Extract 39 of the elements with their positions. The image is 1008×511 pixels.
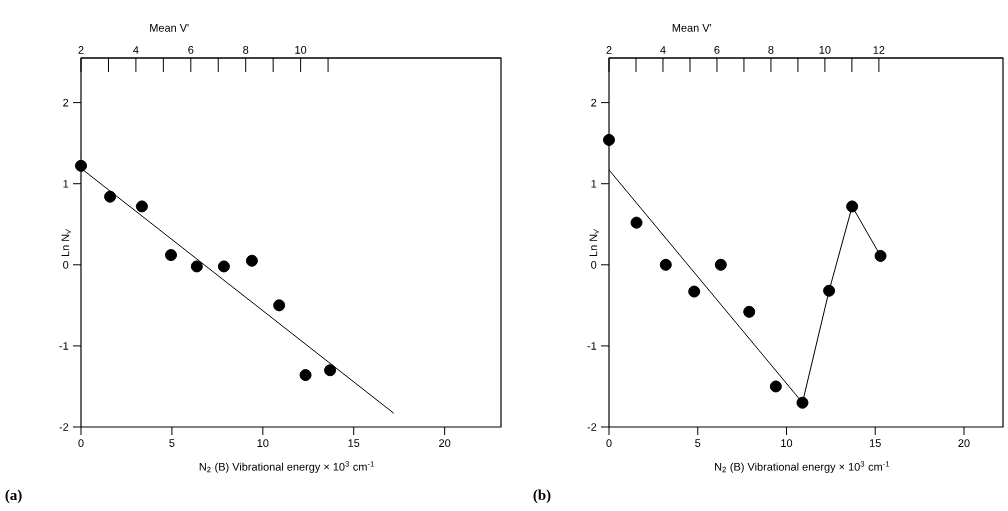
x-axis-title: N$_{2}$ (B) Vibrational energy × 10$^{3}$ cm$^{-1}$	[199, 461, 374, 473]
y-axis-title: Ln N$_{v'}$	[61, 228, 71, 257]
y-axis-title: Ln N$_{v'}$	[589, 228, 599, 257]
y-tick-label: 2	[63, 98, 69, 107]
x-tick-label: 0	[606, 439, 612, 448]
y-tick-label: -2	[59, 423, 69, 431]
text: (b)	[533, 489, 551, 504]
x2-tick-label: 10	[295, 45, 307, 54]
x2-tick-label: 8	[768, 45, 774, 54]
x2-tick-label: 8	[243, 45, 249, 54]
y-tick-label: -1	[587, 342, 597, 350]
x-tick-label: 5	[695, 439, 701, 447]
y-tick-label: 0	[63, 260, 69, 269]
x-axis-title: N$_{2}$ (B) Vibrational energy × 10$^{3}$ cm$^{-1}$	[715, 461, 890, 473]
x2-axis-title: Mean V'	[150, 24, 189, 32]
x2-tick-label: 6	[188, 45, 194, 54]
x2-tick-label: 4	[660, 46, 666, 54]
y-tick-label: 0	[591, 260, 597, 269]
x-tick-label: 0	[78, 439, 84, 448]
x2-tick-label: 2	[78, 46, 84, 54]
x2-axis-title: Mean V'	[672, 24, 712, 32]
x-tick-label: 15	[869, 439, 881, 447]
x-tick-label: 10	[781, 439, 793, 448]
x-tick-label: 10	[257, 439, 269, 448]
y-tick-label: 2	[591, 98, 597, 107]
x2-tick-label: 6	[714, 45, 720, 54]
text: (a)	[5, 489, 22, 504]
x-tick-label: 20	[958, 439, 970, 448]
x2-tick-label: 10	[819, 45, 831, 54]
x2-tick-label: 12	[873, 46, 885, 54]
y-tick-label: 1	[63, 179, 69, 188]
y-tick-label: -1	[59, 342, 69, 350]
x2-tick-label: 4	[133, 46, 139, 54]
y-tick-label: 1	[591, 179, 597, 188]
y-tick-label: -2	[587, 423, 597, 431]
x-tick-label: 5	[169, 439, 175, 447]
x-tick-label: 15	[348, 439, 360, 447]
x-tick-label: 20	[439, 439, 451, 448]
x2-tick-label: 2	[606, 46, 612, 54]
